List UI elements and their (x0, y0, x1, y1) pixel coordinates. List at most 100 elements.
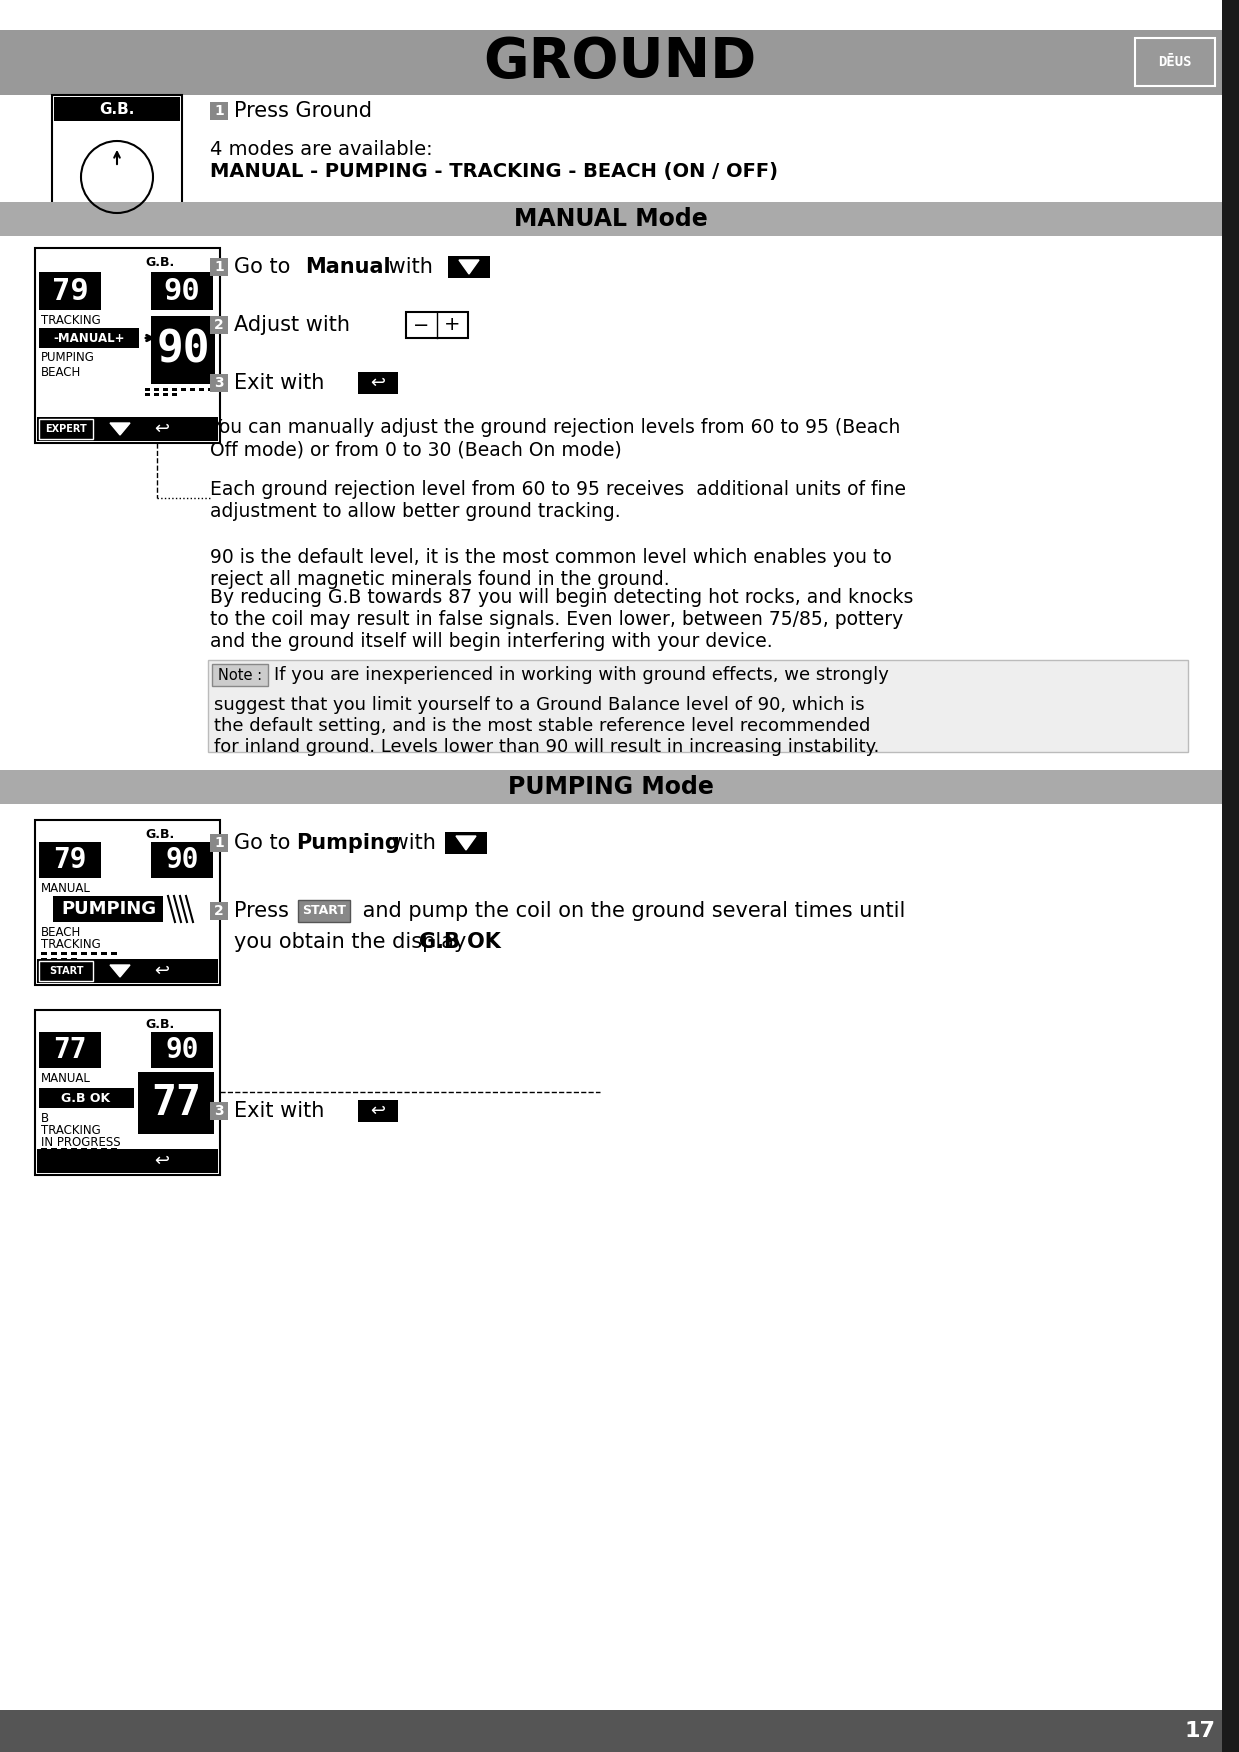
Bar (112, 1148, 116, 1151)
Bar (151, 272, 213, 310)
Bar (181, 387, 186, 391)
Bar (55, 96, 180, 121)
Bar (190, 387, 195, 391)
Text: −: − (413, 315, 429, 335)
Bar (0, 769, 1222, 804)
Text: BEACH: BEACH (41, 366, 82, 378)
Text: +: + (444, 315, 460, 335)
Text: suggest that you limit yourself to a Ground Balance level of 90, which is
the de: suggest that you limit yourself to a Gro… (214, 696, 880, 755)
Text: EXPERT: EXPERT (45, 424, 87, 434)
Text: START: START (48, 965, 83, 976)
Text: MANUAL: MANUAL (41, 881, 90, 895)
Bar (81, 1148, 87, 1151)
Bar (209, 834, 228, 851)
Bar (90, 951, 97, 955)
Text: Exit with: Exit with (234, 373, 325, 392)
Polygon shape (110, 965, 130, 978)
Bar (71, 958, 77, 962)
Bar (61, 958, 67, 962)
Bar (37, 417, 218, 442)
Text: MANUAL: MANUAL (41, 1072, 90, 1084)
Bar (172, 392, 177, 396)
Bar (53, 895, 164, 922)
Text: -MANUAL+: -MANUAL+ (53, 331, 125, 345)
Bar (38, 1088, 134, 1107)
Bar (145, 392, 150, 396)
Bar (35, 1009, 221, 1176)
Text: Go to: Go to (234, 258, 304, 277)
Bar (1135, 39, 1215, 86)
Text: You can manually adjust the ground rejection levels from 60 to 95 (Beach
Off mod: You can manually adjust the ground rejec… (209, 419, 901, 459)
Text: Go to: Go to (234, 832, 297, 853)
Bar (209, 373, 228, 392)
Bar (61, 951, 67, 955)
Bar (90, 1148, 97, 1151)
Text: ↩: ↩ (155, 962, 170, 979)
Text: 90: 90 (164, 277, 201, 305)
Text: 1: 1 (214, 103, 224, 117)
Text: TRACKING: TRACKING (41, 314, 100, 328)
Text: 90 is the default level, it is the most common level which enables you to
reject: 90 is the default level, it is the most … (209, 548, 892, 589)
Bar (208, 661, 1188, 752)
Text: ↩: ↩ (155, 1153, 170, 1170)
Text: PUMPING: PUMPING (41, 350, 95, 364)
Text: 2: 2 (214, 319, 224, 331)
Bar (51, 958, 57, 962)
Bar (154, 387, 159, 391)
Bar (37, 1149, 218, 1174)
Bar (35, 820, 221, 985)
Text: TRACKING: TRACKING (41, 1125, 100, 1137)
Bar (38, 1032, 102, 1069)
Bar (51, 951, 57, 955)
Bar (209, 102, 228, 119)
Bar (1130, 33, 1220, 91)
Text: G.B OK: G.B OK (62, 1091, 110, 1104)
Text: Press: Press (234, 901, 295, 922)
Text: 79: 79 (53, 846, 87, 874)
Bar (0, 30, 1239, 95)
Polygon shape (458, 259, 479, 273)
Polygon shape (110, 422, 130, 434)
Bar (164, 387, 169, 391)
Text: 90: 90 (165, 1035, 198, 1063)
Text: with: with (385, 832, 436, 853)
Bar (38, 419, 93, 440)
Text: 3: 3 (214, 377, 224, 391)
Text: Manual: Manual (305, 258, 390, 277)
Bar (212, 664, 268, 687)
Text: 17: 17 (1184, 1720, 1215, 1741)
Bar (199, 387, 204, 391)
Bar (449, 256, 489, 279)
Text: ↩: ↩ (370, 373, 385, 392)
Bar (145, 962, 178, 981)
Bar (41, 958, 47, 962)
Bar (145, 387, 150, 391)
Bar (358, 371, 398, 394)
Text: ↩: ↩ (370, 1102, 385, 1120)
Text: G.B.: G.B. (145, 829, 175, 841)
Bar (38, 272, 102, 310)
Bar (299, 901, 349, 922)
Text: 90: 90 (156, 329, 209, 371)
Text: PUMPING: PUMPING (62, 901, 156, 918)
Text: BEACH: BEACH (41, 927, 82, 939)
Text: Each ground rejection level from 60 to 95 receives  additional units of fine
adj: Each ground rejection level from 60 to 9… (209, 480, 906, 520)
Bar (145, 1151, 178, 1170)
Text: and pump the coil on the ground several times until: and pump the coil on the ground several … (356, 901, 906, 922)
Bar (103, 962, 138, 981)
Bar (37, 958, 218, 983)
Bar (209, 315, 228, 335)
Text: G.B.: G.B. (145, 256, 175, 270)
Bar (406, 312, 468, 338)
Text: 3: 3 (214, 1104, 224, 1118)
Bar (102, 1148, 107, 1151)
Bar (151, 843, 213, 878)
Text: G.B.: G.B. (145, 1018, 175, 1030)
Bar (164, 392, 169, 396)
Bar (151, 315, 216, 384)
Text: By reducing G.B towards 87 you will begin detecting hot rocks, and knocks
to the: By reducing G.B towards 87 you will begi… (209, 589, 913, 652)
Bar (52, 95, 182, 224)
Bar (145, 419, 178, 440)
Bar (71, 1148, 77, 1151)
Bar (154, 392, 159, 396)
